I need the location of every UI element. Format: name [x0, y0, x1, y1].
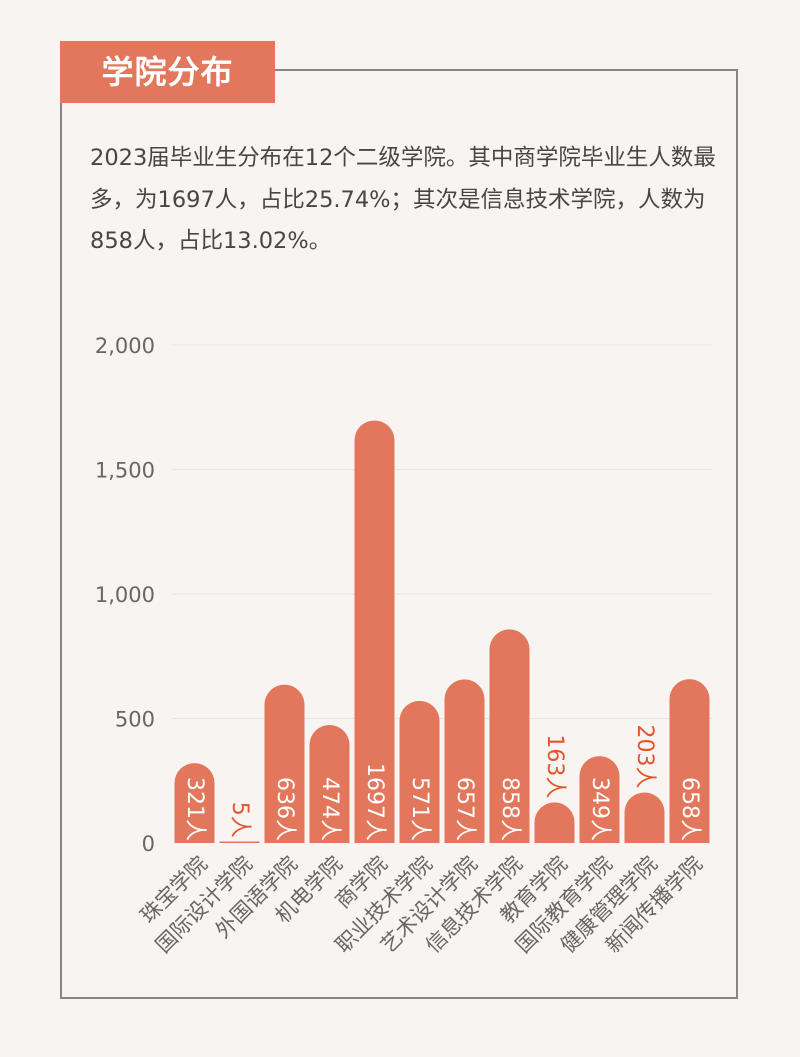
bar	[624, 792, 665, 843]
y-tick-label: 1,500	[95, 459, 155, 483]
data-label: 858人	[497, 777, 522, 841]
data-label: 658人	[677, 777, 702, 841]
summary-text: 2023届毕业生分布在12个二级学院。其中商学院毕业生人数最多，为1697人，占…	[90, 145, 716, 254]
bar	[264, 684, 305, 843]
data-label: 163人	[542, 734, 567, 798]
bar	[174, 763, 215, 843]
bar	[579, 756, 620, 843]
data-label: 571人	[407, 777, 432, 841]
data-label: 203人	[632, 724, 657, 788]
bar	[444, 679, 485, 843]
data-label: 636人	[272, 777, 297, 841]
chart-card	[60, 69, 738, 999]
bar	[534, 802, 575, 843]
y-tick-label: 500	[115, 708, 155, 732]
data-label: 349人	[587, 777, 612, 841]
bar	[354, 420, 395, 843]
bar	[309, 724, 350, 843]
data-label: 657人	[452, 777, 477, 841]
bar	[669, 679, 710, 843]
data-label: 1697人	[362, 763, 387, 841]
y-tick-label: 0	[142, 832, 155, 856]
bar	[399, 700, 440, 843]
data-label: 5人	[227, 802, 252, 838]
y-tick-label: 2,000	[95, 334, 155, 358]
data-label: 321人	[182, 777, 207, 841]
section-title: 学院分布	[60, 41, 275, 103]
bar	[219, 841, 260, 843]
y-tick-label: 1,000	[95, 583, 155, 607]
data-label: 474人	[317, 777, 342, 841]
bar	[489, 629, 530, 843]
